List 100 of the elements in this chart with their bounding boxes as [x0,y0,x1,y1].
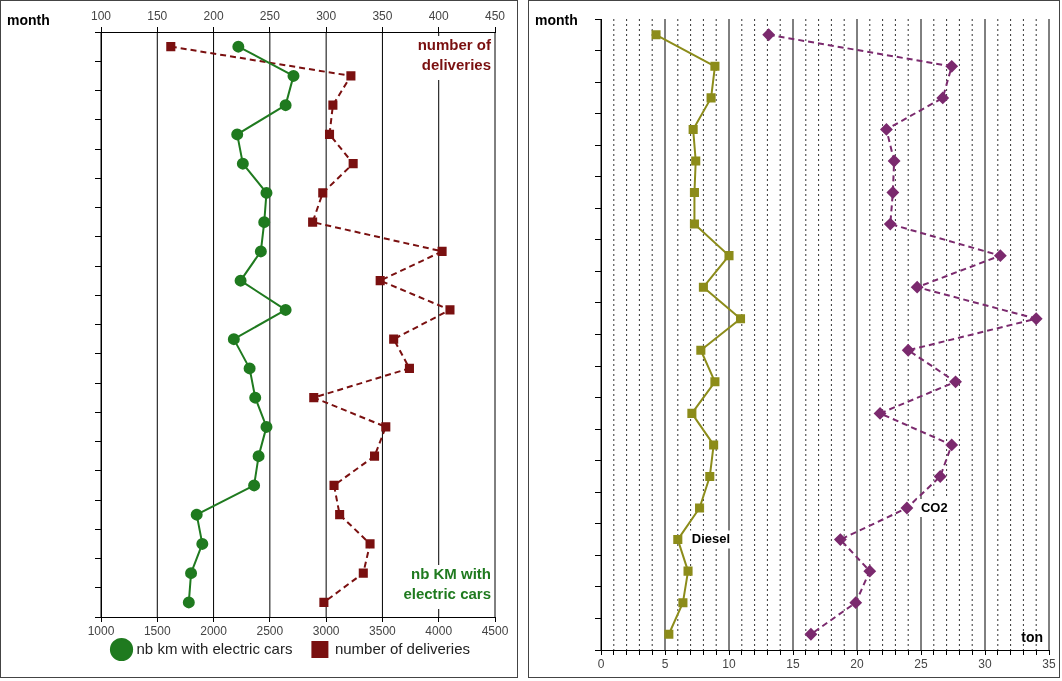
point [689,187,699,198]
point [945,60,958,73]
point [804,628,817,641]
point [673,535,683,545]
point [324,129,335,139]
point [710,377,720,387]
point [651,30,661,40]
legend-label: number of deliveries [334,639,470,657]
x-tick-label: 3000 [312,624,340,639]
x-tick-label: 0 [597,657,605,672]
point [437,246,447,256]
annotation: number of deliveries [417,35,492,73]
point [319,597,329,607]
point [688,124,698,134]
point [252,450,265,463]
x2-tick-label: 400 [428,9,450,24]
point [287,69,300,82]
point [705,471,715,482]
x2-tick-label: 350 [372,9,393,24]
x2-tick-label: 150 [147,9,168,24]
point [254,245,267,258]
x-tick-label: 2000 [200,624,228,639]
point [389,334,399,344]
x2-tick-label: 450 [484,9,506,24]
x-tick-label: 1500 [143,624,171,639]
point [884,218,897,231]
point [249,391,262,404]
x2-tick-label: 250 [259,9,281,24]
point [886,186,899,199]
x2-tick-label: 300 [316,9,337,24]
series-label: Diesel [691,531,731,547]
point [710,61,720,71]
point [994,249,1007,262]
x-tick-label: 3500 [369,624,397,639]
point [260,420,273,433]
point [445,305,455,315]
point [348,159,358,169]
y-axis-title: month [535,12,578,28]
point [1030,312,1043,325]
point [949,375,962,388]
point [849,596,862,609]
point [329,480,339,490]
point [375,276,385,286]
x-tick-label: 4500 [481,624,509,639]
x-tick-label: 25 [914,657,928,672]
point [365,539,375,549]
point [279,303,292,316]
y-axis-title: month [7,12,50,28]
point [232,40,245,53]
point [888,154,901,167]
point [698,282,708,292]
point [346,71,356,81]
point [687,408,697,418]
point [936,91,949,104]
x-tick-label: 20 [850,657,864,672]
point [664,629,674,639]
x-tick-label: 10 [722,657,736,672]
point [691,156,701,166]
point [880,123,893,136]
point [309,393,319,403]
point [196,537,209,550]
point [834,533,847,546]
point [863,565,876,578]
point [243,362,256,375]
point [695,503,705,513]
point [696,345,706,355]
x2-tick-label: 200 [203,9,224,24]
point [678,598,688,608]
annotation: nb KM with electric cars [403,564,491,602]
x-tick-label: 4000 [425,624,453,639]
point [328,100,338,110]
point [724,251,734,261]
x-tick-label: 15 [786,657,800,672]
legend-label: nb km with electric cars [136,639,293,657]
point [683,566,693,576]
point [706,93,716,103]
point [934,470,947,483]
x-tick-label: 5 [661,657,669,672]
point [381,422,391,432]
point [258,216,271,229]
point [900,502,913,515]
point [227,333,240,346]
x-tick-label: 35 [1042,657,1056,672]
point [234,274,247,287]
point [404,363,414,373]
x-tick-label: 30 [978,657,992,672]
point [182,596,195,609]
point [248,479,261,492]
point [762,28,775,41]
point [902,344,915,357]
point [231,128,244,141]
point [190,508,203,521]
series-label: CO2 [920,499,948,515]
point [236,157,249,170]
point [735,314,746,324]
point [370,451,380,461]
point [308,217,318,227]
x-axis-title: ton [1021,629,1043,645]
point [358,568,368,578]
point [279,99,292,112]
